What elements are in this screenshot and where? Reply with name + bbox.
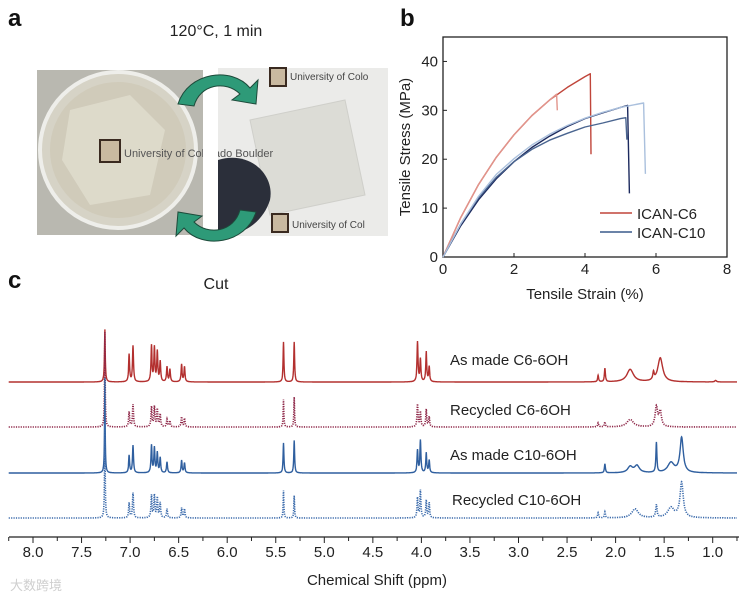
x-tick-label: 6: [652, 261, 660, 278]
panel-a: a 120°C, 1 min Cut University of Colo Un…: [8, 5, 388, 293]
stress-strain-curve-2: [442, 104, 631, 258]
x-tick-label: 3.5: [460, 544, 481, 561]
x-tick-label: 7.5: [71, 544, 92, 561]
top-cycle-arrow-icon: [177, 74, 259, 107]
x-tick-label: 6.0: [217, 544, 238, 561]
x-tick-label: 2.5: [557, 544, 578, 561]
stress-strain-curve-4: [442, 102, 647, 258]
y-tick-label: 40: [421, 53, 438, 70]
plot-frame: [442, 36, 728, 258]
panel-c-label: c: [8, 267, 21, 294]
x-tick-label: 4.0: [411, 544, 432, 561]
photo-text-bottom: University of Col: [292, 220, 365, 231]
x-tick-label: 0: [439, 261, 447, 278]
y-axis-label: Tensile Stress (MPa): [397, 78, 414, 216]
legend-label-c10: ICAN-C10: [637, 225, 705, 242]
x-tick-label: 1.5: [654, 544, 675, 561]
cu-logo: [271, 213, 289, 233]
spectrum-label-3: Recycled C10-6OH: [452, 492, 581, 509]
panel-a-label: a: [8, 5, 22, 32]
x-tick-label: 4: [581, 261, 589, 278]
stress-strain-curve-1: [442, 93, 558, 258]
spectrum-label-0: As made C6-6OH: [450, 352, 568, 369]
watermark: 大数跨境: [10, 578, 62, 593]
nmr-spectrum-2: [8, 377, 737, 474]
spectrum-label-2: As made C10-6OH: [450, 447, 577, 464]
legend: ICAN-C6 ICAN-C10: [600, 206, 705, 242]
panel-c-nmr-chart: c As made C6-6OH Recycled C6-6OH As made…: [8, 267, 739, 589]
panel-b-tensile-chart: b 0 2 4 6 8 0 10 20 30 40 Tensile Strain (%) Tens…: [397, 5, 731, 303]
nmr-spectrum-0: [8, 329, 737, 383]
spectrum-label-1: Recycled C6-6OH: [450, 402, 571, 419]
x-tick-label: 6.5: [168, 544, 189, 561]
petri-dish-photo: [37, 70, 203, 235]
x-tick-label: 8: [723, 261, 731, 278]
x-tick-label: 2: [510, 261, 518, 278]
legend-label-c6: ICAN-C6: [637, 206, 697, 223]
photo-text-main: University of Colorado Boulder: [124, 148, 274, 160]
cu-logo: [269, 67, 287, 87]
x-tick-label: 5.5: [265, 544, 286, 561]
panel-b-label: b: [400, 5, 415, 32]
y-tick-label: 30: [421, 102, 438, 119]
x-axis-label: Chemical Shift (ppm): [307, 572, 447, 589]
cut-caption: Cut: [204, 276, 229, 293]
x-tick-label: 2.0: [605, 544, 626, 561]
x-axis-label: Tensile Strain (%): [526, 286, 644, 303]
x-tick-label: 7.0: [120, 544, 141, 561]
nmr-spectrum-3: [8, 422, 737, 519]
heating-caption: 120°C, 1 min: [170, 23, 263, 40]
y-tick-label: 0: [430, 249, 438, 266]
x-tick-label: 4.5: [362, 544, 383, 561]
photo-text-top: University of Colo: [290, 72, 369, 83]
x-tick-label: 3.0: [508, 544, 529, 561]
nmr-spectrum-1: [8, 331, 737, 428]
x-tick-label: 1.0: [702, 544, 723, 561]
glove: [218, 157, 271, 236]
x-tick-label: 8.0: [23, 544, 44, 561]
y-tick-label: 20: [421, 151, 438, 168]
stress-strain-curve-3: [442, 117, 628, 258]
bottom-cycle-arrow-icon: [175, 209, 257, 242]
stress-strain-curve-0: [442, 73, 592, 258]
y-tick-label: 10: [421, 200, 438, 217]
x-tick-label: 5.0: [314, 544, 335, 561]
cu-logo: [99, 139, 121, 163]
